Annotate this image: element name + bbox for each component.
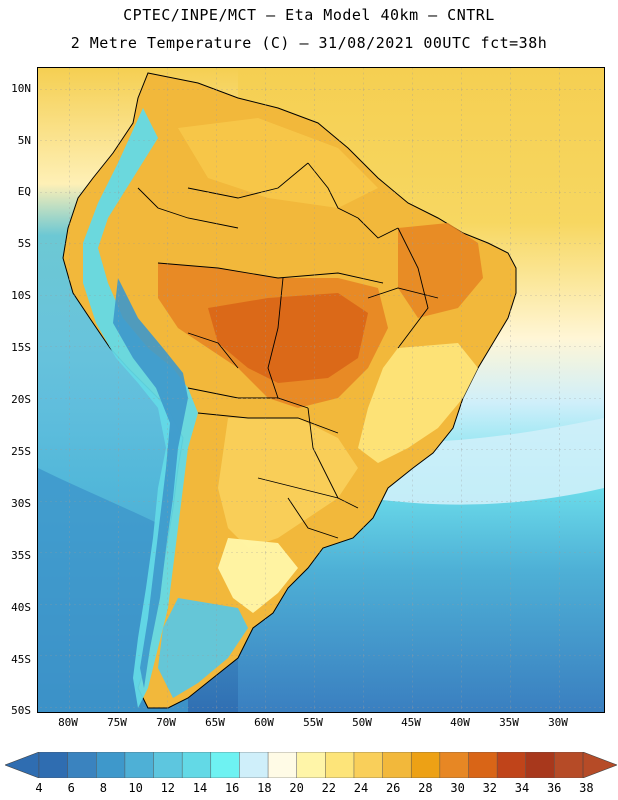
map-title-line2: 2 Metre Temperature (C) – 31/08/2021 00U… [70,34,548,52]
lat-label-50s: 50S [11,704,31,717]
colorbar-cell [96,752,126,778]
lat-label-40s: 40S [11,601,31,614]
colorbar-label: 38 [579,781,594,795]
map-title-line1: CPTEC/INPE/MCT – Eta Model 40km – CNTRL [123,6,495,24]
colorbar-cell [239,752,269,778]
colorbar-cell [67,752,97,778]
colorbar-label: 4 [35,781,43,795]
colorbar-label: 12 [160,781,176,795]
lon-label-60w: 60W [254,716,274,729]
colorbar-cell [267,752,298,778]
lon-label-80w: 80W [58,716,78,729]
colorbar-label: 20 [289,781,304,795]
lat-label-35s: 35S [11,549,31,562]
lon-label-45w: 45W [401,716,421,729]
lat-label-5s: 5S [17,237,31,250]
colorbar-cell [296,752,326,778]
temperature-map-svg [38,68,604,712]
colorbar-cell [153,752,183,778]
colorbar-label: 6 [67,781,75,795]
colorbar-cell [554,752,584,778]
colorbar [5,752,617,778]
colorbar-label: 24 [353,781,369,795]
lat-label-10n: 10N [11,82,31,95]
colorbar-label: 22 [321,781,337,795]
colorbar-label: 36 [546,781,562,795]
colorbar-label: 16 [224,781,240,795]
colorbar-cell [496,752,527,778]
colorbar-left-arrow [5,752,40,778]
lat-label-15s: 15S [11,341,31,354]
lon-label-70w: 70W [156,716,176,729]
colorbar-label: 30 [450,781,465,795]
colorbar-cell [353,752,384,778]
colorbar-cell [325,752,355,778]
colorbar-cell [525,752,556,778]
colorbar-cell [124,752,155,778]
lat-label-20s: 20S [11,393,31,406]
lon-label-30w: 30W [548,716,568,729]
lon-label-75w: 75W [107,716,127,729]
colorbar-cell [439,752,470,778]
colorbar-label: 26 [385,781,401,795]
lon-label-35w: 35W [499,716,519,729]
temperature-map [37,67,605,713]
colorbar-label: 32 [482,781,498,795]
lon-label-65w: 65W [205,716,225,729]
lon-label-55w: 55W [303,716,323,729]
colorbar-label: 8 [99,781,108,795]
colorbar-right-arrow [582,752,617,778]
colorbar-cell [410,752,441,778]
colorbar-cell [382,752,412,778]
colorbar-label: 34 [514,781,530,795]
colorbar-cell [38,752,69,778]
lat-label-30s: 30S [11,497,31,510]
lat-lon-grid [38,68,604,712]
lat-label-5n: 5N [17,134,31,147]
lat-label-45s: 45S [11,653,31,666]
colorbar-label: 10 [128,781,143,795]
lon-label-50w: 50W [352,716,372,729]
lon-label-40w: 40W [450,716,470,729]
colorbar-cell [181,752,212,778]
lat-label-10s: 10S [11,289,31,302]
lat-label-eq: EQ [17,185,31,198]
colorbar-cells [5,752,617,778]
colorbar-label: 18 [257,781,272,795]
colorbar-label: 28 [418,781,433,795]
colorbar-cell [210,752,241,778]
colorbar-label: 14 [192,781,208,795]
lat-label-25s: 25S [11,445,31,458]
colorbar-cell [468,752,498,778]
